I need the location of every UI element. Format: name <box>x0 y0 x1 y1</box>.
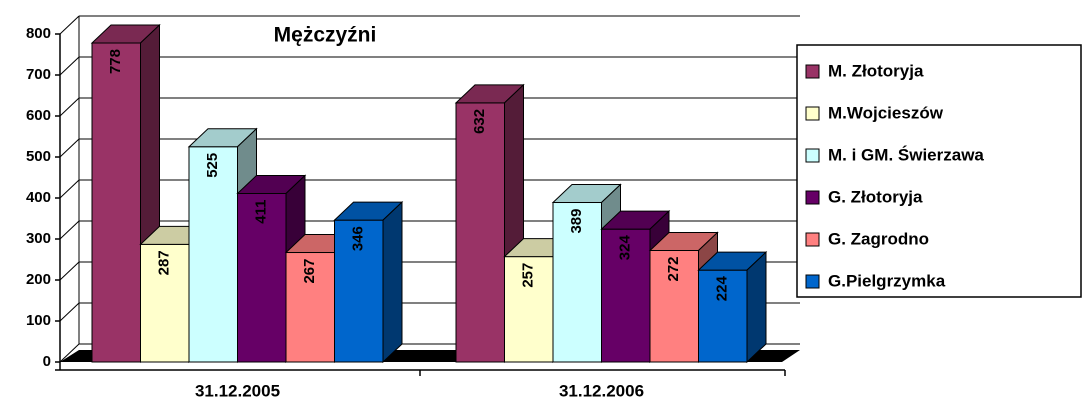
y-tick-label: 700 <box>26 66 51 83</box>
legend-swatch <box>805 232 820 247</box>
value-label: 411 <box>253 199 270 223</box>
value-label: 778 <box>107 49 124 74</box>
grid-line-depth <box>59 97 80 117</box>
bar <box>285 252 335 363</box>
y-tick-label: 200 <box>26 271 51 288</box>
grid-line-depth <box>59 261 80 281</box>
legend-label: G. Zagrodno <box>828 229 929 248</box>
legend-swatch <box>805 148 820 163</box>
value-label: 632 <box>471 109 488 134</box>
legend-box <box>796 44 1082 298</box>
grid-line-depth <box>59 179 80 199</box>
grid-line-depth <box>59 220 80 240</box>
grid-line-depth <box>59 343 80 363</box>
y-tick-label: 800 <box>26 25 51 42</box>
legend-swatch <box>805 64 820 79</box>
bar <box>601 228 651 363</box>
bar <box>649 249 699 363</box>
y-tick-label: 0 <box>43 353 51 370</box>
y-tick-label: 600 <box>26 107 51 124</box>
legend-swatch <box>805 274 820 289</box>
bar <box>698 269 748 363</box>
bar-side <box>746 250 767 364</box>
grid-line-depth <box>59 56 80 76</box>
value-label: 272 <box>665 256 682 281</box>
value-label: 267 <box>301 259 318 284</box>
bar <box>140 243 190 363</box>
value-label: 287 <box>156 250 173 275</box>
value-label: 324 <box>617 235 634 261</box>
value-label: 346 <box>350 226 367 251</box>
bar <box>91 42 141 363</box>
y-tick-label: 100 <box>26 312 51 329</box>
legend-label: M.Wojcieszów <box>828 103 944 122</box>
bar <box>455 102 505 363</box>
grid-line-depth <box>59 138 80 158</box>
legend-label: G.Pielgrzymka <box>828 271 946 290</box>
grid-line-depth <box>59 15 80 35</box>
value-label: 224 <box>714 276 731 302</box>
value-label: 525 <box>204 153 221 178</box>
bar-side <box>382 200 403 364</box>
bar <box>188 146 238 363</box>
value-label: 257 <box>520 263 537 288</box>
value-label: 389 <box>568 209 585 234</box>
x-tick-label: 31.12.2005 <box>195 381 280 400</box>
chart-title: Mężczyźni <box>274 24 377 47</box>
y-tick-label: 400 <box>26 189 51 206</box>
y-tick-label: 300 <box>26 230 51 247</box>
legend-label: M. Złotoryja <box>828 61 924 80</box>
bar <box>237 192 287 363</box>
legend-label: M. i GM. Świerzawa <box>828 145 984 164</box>
legend-label: G. Złotoryja <box>828 187 923 206</box>
x-tick-label: 31.12.2006 <box>559 381 644 400</box>
grid-line-depth <box>59 302 80 322</box>
y-tick-label: 500 <box>26 148 51 165</box>
bar <box>552 202 602 363</box>
bar <box>334 219 384 363</box>
legend-swatch <box>805 106 820 121</box>
bar <box>504 256 554 363</box>
legend-swatch <box>805 190 820 205</box>
